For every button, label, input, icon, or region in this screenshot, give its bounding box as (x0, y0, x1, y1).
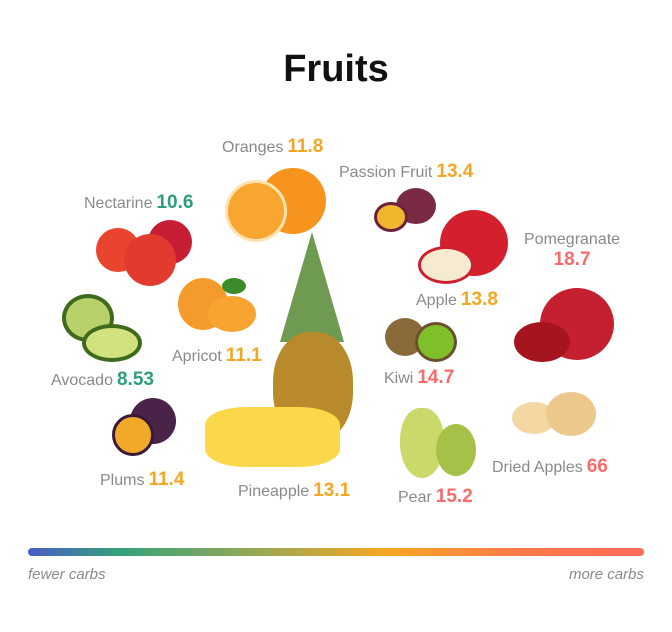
fruit-value: 11.8 (287, 136, 324, 157)
fruit-name: Nectarine (84, 195, 153, 212)
fruit-name: Pineapple (238, 483, 310, 500)
fruit-name: Dried Apples (492, 459, 583, 476)
fruit-value: 13.8 (460, 289, 498, 310)
fruit-value: 14.7 (417, 367, 455, 388)
fruit-name: Oranges (222, 139, 284, 156)
pineapple-image (205, 232, 353, 472)
fruit-name: Avocado (51, 372, 113, 389)
fruit-label-pear: Pear 15.2 (398, 486, 473, 508)
fruit-label-plums: Plums 11.4 (100, 469, 184, 491)
fruit-label-pineapple: Pineapple 13.1 (238, 480, 350, 502)
fruit-value: 13.1 (313, 480, 351, 501)
fruit-label-dried-apples: Dried Apples 66 (492, 456, 608, 478)
page-title: Fruits (283, 48, 389, 90)
fruit-label-pomegranate: Pomegranate 18.7 (524, 231, 620, 271)
oranges-image (225, 168, 330, 243)
fruit-name: Pomegranate (524, 231, 621, 248)
fruit-name: Kiwi (384, 370, 414, 387)
fruit-label-kiwi: Kiwi 14.7 (384, 367, 454, 389)
fruit-name: Apricot (172, 348, 222, 365)
nectarine-image (96, 220, 194, 286)
fruit-value: 8.53 (116, 369, 154, 390)
fruit-label-apple: Apple 13.8 (416, 289, 498, 311)
fruit-value: 11.1 (225, 345, 262, 366)
fruit-name: Pear (398, 489, 432, 506)
fruit-label-avocado: Avocado 8.53 (51, 369, 154, 391)
dried-apples-image (512, 392, 600, 442)
fruit-value: 10.6 (156, 192, 194, 213)
plums-image (112, 398, 180, 458)
fruit-name: Passion Fruit (339, 164, 433, 181)
fruit-value: 15.2 (435, 486, 473, 507)
fruit-value: 13.4 (436, 161, 474, 182)
fruit-value: 18.7 (553, 249, 591, 270)
fruit-value: 66 (586, 456, 608, 477)
fruit-name: Plums (100, 472, 145, 489)
carb-scale-bar (28, 548, 644, 556)
pear-image (396, 396, 480, 480)
fruit-label-nectarine: Nectarine 10.6 (84, 192, 193, 214)
apple-image (418, 210, 510, 285)
scale-label-fewer: fewer carbs (28, 566, 106, 583)
scale-label-more: more carbs (568, 566, 644, 583)
apricot-image (178, 278, 260, 334)
avocado-image (62, 294, 144, 364)
passion-fruit-image (370, 188, 438, 236)
fruit-name: Apple (416, 292, 457, 309)
fruit-label-passion-fruit: Passion Fruit 13.4 (339, 161, 473, 183)
fruit-label-apricot: Apricot 11.1 (172, 345, 262, 367)
fruit-value: 11.4 (148, 469, 185, 490)
kiwi-image (385, 318, 461, 364)
pomegranate-image (514, 282, 616, 366)
fruit-label-oranges: Oranges 11.8 (222, 136, 323, 158)
